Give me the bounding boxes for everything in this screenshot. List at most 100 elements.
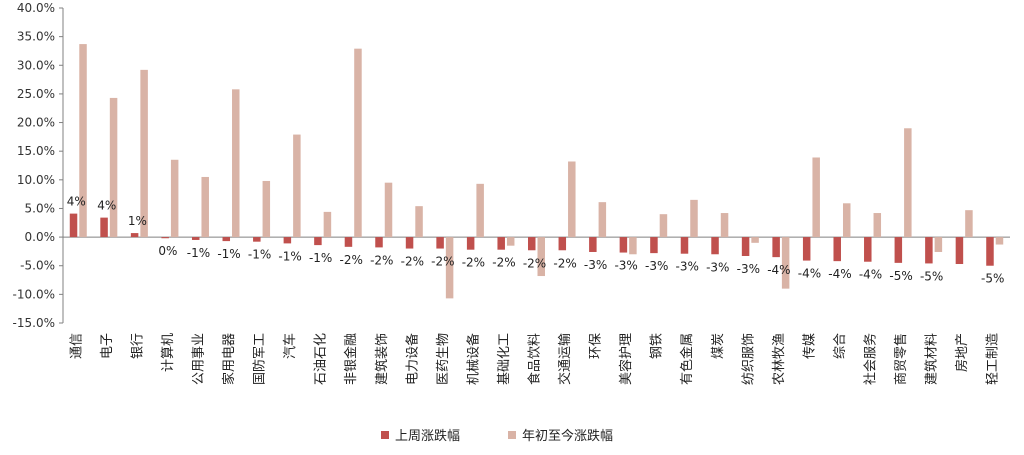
data-label-weekly: -2% [340,253,363,267]
y-tick-label: 25.0% [17,87,55,101]
data-label-weekly: -3% [584,258,607,272]
legend-label-ytd: 年初至今涨跌幅 [522,428,613,444]
y-axis: -15.0% -10.0% -5.0% 0.0% 5.0% 10.0% 15.0% 20.0%… [13,1,1010,330]
y-tick-label: 15.0% [17,144,55,158]
x-category-label: 交通运输 [557,333,573,385]
bar-weekly [833,237,841,262]
data-label-weekly: 4% [67,195,86,209]
data-label-weekly: 4% [97,199,116,213]
bar-ytd [659,214,668,238]
x-category-label: 美容护理 [618,333,634,385]
data-label-weekly: -4% [798,267,821,281]
x-axis-category-labels: 通信 电子 银行 计算机 公用事业 家用电器 国防军工 汽车 石油石化 非银金融 建筑装饰 电力设备医… [69,333,1000,385]
bar-weekly [711,237,719,255]
bar-weekly [802,237,811,261]
bar-ytd [781,237,790,289]
bar-ytd [568,161,576,238]
data-label-weekly: 0% [158,244,177,258]
data-label-weekly: -3% [614,259,637,273]
bar-weekly [589,237,597,252]
bar-weekly [253,237,261,242]
bar-weekly [69,213,78,238]
bar-ytd [384,182,393,238]
legend-label-weekly: 上周涨跌幅 [395,428,460,444]
x-category-label: 国防军工 [252,333,268,385]
data-label-weekly: -4% [859,268,882,282]
bar-ytd [262,180,271,238]
bar-weekly [772,237,780,258]
bar-ytd [140,69,148,238]
data-label-weekly: -1% [309,251,332,265]
data-label-weekly: -2% [401,255,424,269]
x-category-label: 基础化工 [497,333,512,385]
bar-weekly [528,237,536,251]
x-category-label: 医药生物 [436,333,451,385]
bar-weekly [222,237,231,242]
data-label-weekly: -2% [462,256,485,270]
bar-ytd [965,210,973,238]
bars [69,44,1004,299]
data-label-weekly: -5% [889,269,912,283]
x-category-label: 通信 [69,333,84,359]
bar-ytd [476,183,484,238]
y-tick-label: 40.0% [17,1,55,15]
bar-ytd [323,211,332,238]
y-tick-label: 10.0% [17,173,55,187]
bar-ytd [812,157,820,238]
data-label-weekly: -4% [828,267,851,281]
x-category-label: 环保 [589,333,604,359]
bar-ytd [598,202,607,238]
data-label-weekly: 1% [128,214,147,228]
bar-ytd [232,89,240,238]
bar-ytd [109,97,118,238]
bar-ytd [873,213,882,238]
bar-weekly [466,237,475,250]
bar-ytd [415,206,423,238]
data-labels: 4% 4% 1% 0% -1% -1% -1% -1% -1% -2% -2% -2% -2% -2% -2… [67,195,1005,286]
bar-weekly [497,237,505,250]
y-tick-label: 30.0% [17,58,55,72]
bar-weekly [955,237,964,265]
data-label-weekly: -1% [187,246,210,260]
bar-weekly [864,237,872,262]
bar-weekly [619,237,628,253]
bar-weekly [558,237,567,251]
bar-ytd [720,213,729,238]
legend: 上周涨跌幅 年初至今涨跌幅 [381,428,613,444]
data-label-weekly: -2% [431,255,454,269]
x-category-label: 银行 [130,333,145,359]
data-label-weekly: -3% [676,260,699,274]
x-category-label: 传媒 [802,333,817,359]
data-label-weekly: -2% [492,256,515,270]
x-category-label: 家用电器 [221,333,237,385]
x-category-label: 食品饮料 [527,333,543,385]
x-category-label: 建筑装饰 [374,333,390,385]
data-label-weekly: -5% [981,272,1004,286]
data-label-weekly: -3% [706,260,729,274]
x-category-label: 建筑材料 [924,333,940,385]
legend-swatch-ytd [508,431,516,439]
bar-weekly [191,237,200,240]
x-category-label: 汽车 [282,333,298,359]
data-label-weekly: -5% [920,269,943,283]
bar-ytd [354,48,362,238]
x-category-label: 非银金融 [343,333,359,385]
bar-ytd [79,44,87,238]
y-tick-label: 35.0% [17,30,55,44]
data-label-weekly: -1% [217,247,240,261]
x-category-label: 石油石化 [314,333,329,385]
bar-weekly [894,237,903,263]
data-label-weekly: -3% [645,259,668,273]
bar-weekly [130,233,139,238]
data-label-weekly: -1% [248,248,271,262]
bar-ytd [842,203,851,238]
legend-swatch-weekly [381,431,389,439]
bar-weekly [650,237,658,254]
data-label-weekly: -2% [370,253,393,267]
bar-ytd [506,237,515,246]
y-tick-label: 20.0% [17,116,55,130]
x-category-label: 商贸零售 [893,333,909,385]
bar-ytd [751,237,759,243]
bar-ytd [629,237,637,255]
